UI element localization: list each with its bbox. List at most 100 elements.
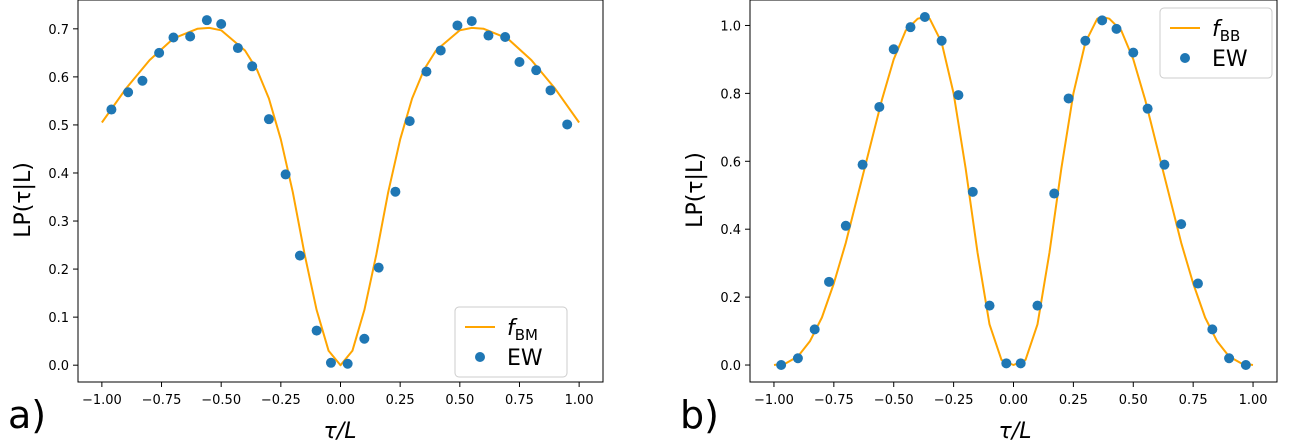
x-tick-label: 0.75: [505, 393, 534, 408]
data-point: [1176, 219, 1187, 230]
data-point: [232, 43, 243, 54]
data-point: [483, 30, 494, 41]
y-tick-label: 0.6: [48, 71, 69, 86]
x-tick-label: −0.25: [934, 393, 974, 408]
x-tick-label: 0.50: [1119, 393, 1148, 408]
data-point: [936, 35, 947, 46]
data-point: [123, 87, 134, 98]
data-point: [967, 186, 978, 197]
y-tick-label: 0.0: [720, 359, 741, 374]
data-point: [919, 11, 930, 22]
data-point: [1032, 300, 1043, 311]
y-tick-label: 0.4: [720, 223, 741, 238]
fit-curve-line: [773, 16, 1254, 366]
data-point: [311, 325, 322, 336]
y-tick-label: 0.3: [48, 215, 69, 230]
y-tick-label: 1.0: [720, 19, 741, 34]
data-point: [342, 358, 353, 369]
data-point: [137, 75, 148, 86]
data-point: [390, 186, 401, 197]
data-point: [905, 22, 916, 33]
data-point: [984, 300, 995, 311]
y-tick-label: 0.5: [48, 119, 69, 134]
data-point: [1192, 278, 1203, 289]
fit-curve-line: [101, 26, 580, 367]
data-point: [216, 19, 227, 30]
legend-label: EW: [507, 346, 543, 371]
data-point: [1063, 93, 1074, 104]
data-point: [840, 220, 851, 231]
data-point: [545, 85, 556, 96]
x-axis-label: τ/L: [999, 419, 1032, 444]
data-point: [404, 116, 415, 127]
x-tick-label: 0.25: [1059, 393, 1088, 408]
x-tick-label: −0.75: [814, 393, 854, 408]
data-point: [1080, 35, 1091, 46]
y-axis-label: LP(τ|L): [11, 162, 36, 238]
x-tick-label: 0.00: [999, 393, 1028, 408]
data-point: [776, 360, 787, 371]
data-point: [185, 31, 196, 42]
data-point: [1240, 360, 1251, 371]
data-point: [359, 333, 370, 344]
data-point: [421, 66, 432, 77]
x-tick-label: −0.50: [874, 393, 914, 408]
y-tick-label: 0.2: [48, 263, 69, 278]
data-point: [953, 90, 964, 101]
data-point: [280, 169, 291, 180]
panel-label: a): [8, 393, 46, 437]
data-point: [263, 114, 274, 125]
x-tick-label: −1.00: [754, 393, 794, 408]
y-tick-label: 0.4: [48, 167, 69, 182]
data-point: [500, 31, 511, 42]
data-point: [1097, 15, 1108, 26]
y-tick-label: 0.6: [720, 155, 741, 170]
data-point: [201, 15, 212, 26]
data-point: [1224, 353, 1235, 364]
data-point: [531, 65, 542, 76]
y-tick-label: 0.1: [48, 311, 69, 326]
x-tick-label: 1.00: [565, 393, 594, 408]
data-point: [452, 20, 463, 31]
x-tick-label: −0.50: [201, 393, 241, 408]
data-point: [824, 276, 835, 287]
data-point: [373, 262, 384, 273]
data-point: [888, 44, 899, 55]
x-tick-label: 0.00: [326, 393, 355, 408]
y-axis-label: LP(τ|L): [683, 152, 708, 228]
x-tick-label: −0.25: [261, 393, 301, 408]
x-axis-label: τ/L: [324, 419, 357, 444]
x-tick-label: 0.75: [1179, 393, 1208, 408]
data-point: [809, 324, 820, 335]
y-tick-label: 0.8: [720, 87, 741, 102]
data-point: [1015, 358, 1026, 369]
x-tick-label: −1.00: [82, 393, 122, 408]
data-point: [1207, 324, 1218, 335]
chart-panel-b: −1.00 −0.75 −0.50 −0.25 0.00 0.25 0.50 0.75 1.00…: [680, 0, 1278, 444]
legend-label: EW: [1212, 47, 1248, 72]
x-tick-label: −0.75: [142, 393, 182, 408]
data-point: [435, 45, 446, 56]
data-point: [857, 159, 868, 170]
data-point: [325, 357, 336, 368]
data-point: [1049, 188, 1060, 199]
data-point: [106, 104, 117, 115]
data-point: [466, 16, 477, 27]
y-tick-label: 0.7: [48, 23, 69, 38]
panel-label: b): [680, 393, 719, 437]
x-tick-label: 1.00: [1239, 393, 1268, 408]
legend-marker-swatch: [475, 352, 485, 362]
chart-panel-a: −1.00 −0.75 −0.50 −0.25 0.00 0.25 0.50 0.75 1.00…: [8, 0, 604, 444]
data-point: [514, 56, 525, 67]
data-point: [1142, 103, 1153, 114]
legend-label: fBM: [507, 316, 538, 344]
data-point: [562, 119, 573, 130]
y-tick-label: 0.0: [48, 359, 69, 374]
data-point: [1128, 47, 1139, 58]
data-point: [168, 32, 179, 43]
data-point: [1159, 159, 1170, 170]
legend-marker-swatch: [1180, 53, 1190, 63]
data-point: [247, 61, 258, 72]
